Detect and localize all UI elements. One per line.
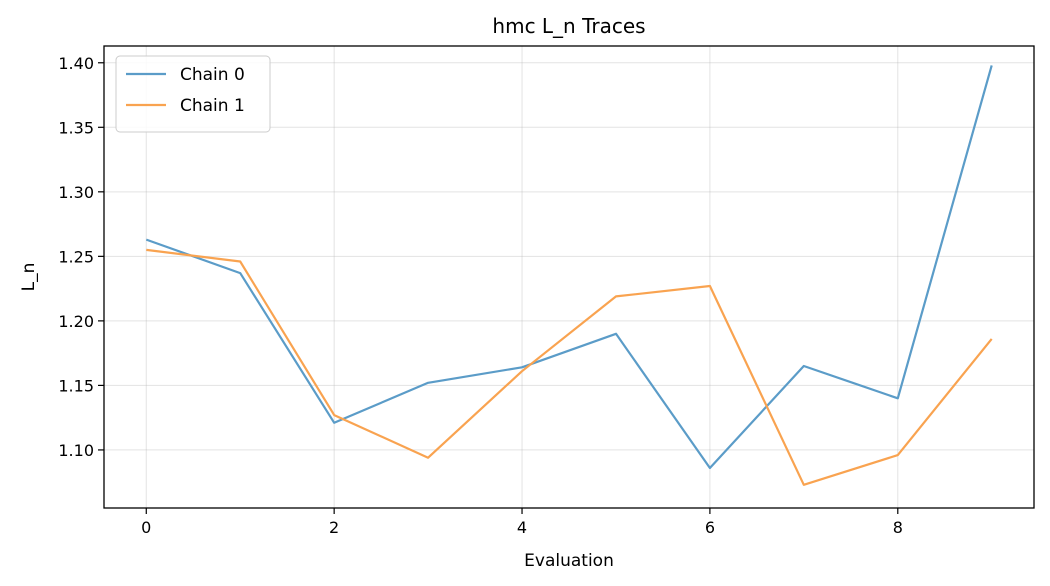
x-tick-label: 6 <box>705 518 715 537</box>
y-tick-label: 1.20 <box>58 312 94 331</box>
legend-label: Chain 0 <box>180 65 245 85</box>
y-tick-label: 1.15 <box>58 376 94 395</box>
y-tick-label: 1.25 <box>58 247 94 266</box>
chart-title: hmc L_n Traces <box>492 14 645 38</box>
y-tick-label: 1.30 <box>58 183 94 202</box>
axis-ticks: 0 2 4 6 8 1.10 1.15 1.20 1.25 1.30 1.35 1.40 <box>58 54 903 537</box>
x-tick-label: 0 <box>141 518 151 537</box>
y-axis-label: L_n <box>19 263 39 292</box>
legend-label: Chain 1 <box>180 96 245 116</box>
legend: Chain 0 Chain 1 <box>115 55 271 133</box>
x-tick-label: 2 <box>329 518 339 537</box>
x-tick-label: 8 <box>893 518 903 537</box>
series-line-chain-0 <box>145 65 993 470</box>
y-tick-label: 1.35 <box>58 118 94 137</box>
x-tick-label: 4 <box>517 518 527 537</box>
series-lines <box>145 65 993 486</box>
x-axis-label: Evaluation <box>524 551 614 571</box>
y-tick-label: 1.10 <box>58 441 94 460</box>
y-tick-label: 1.40 <box>58 54 94 73</box>
plot-area-frame <box>103 45 1035 509</box>
series-line-chain-1 <box>146 248 993 486</box>
